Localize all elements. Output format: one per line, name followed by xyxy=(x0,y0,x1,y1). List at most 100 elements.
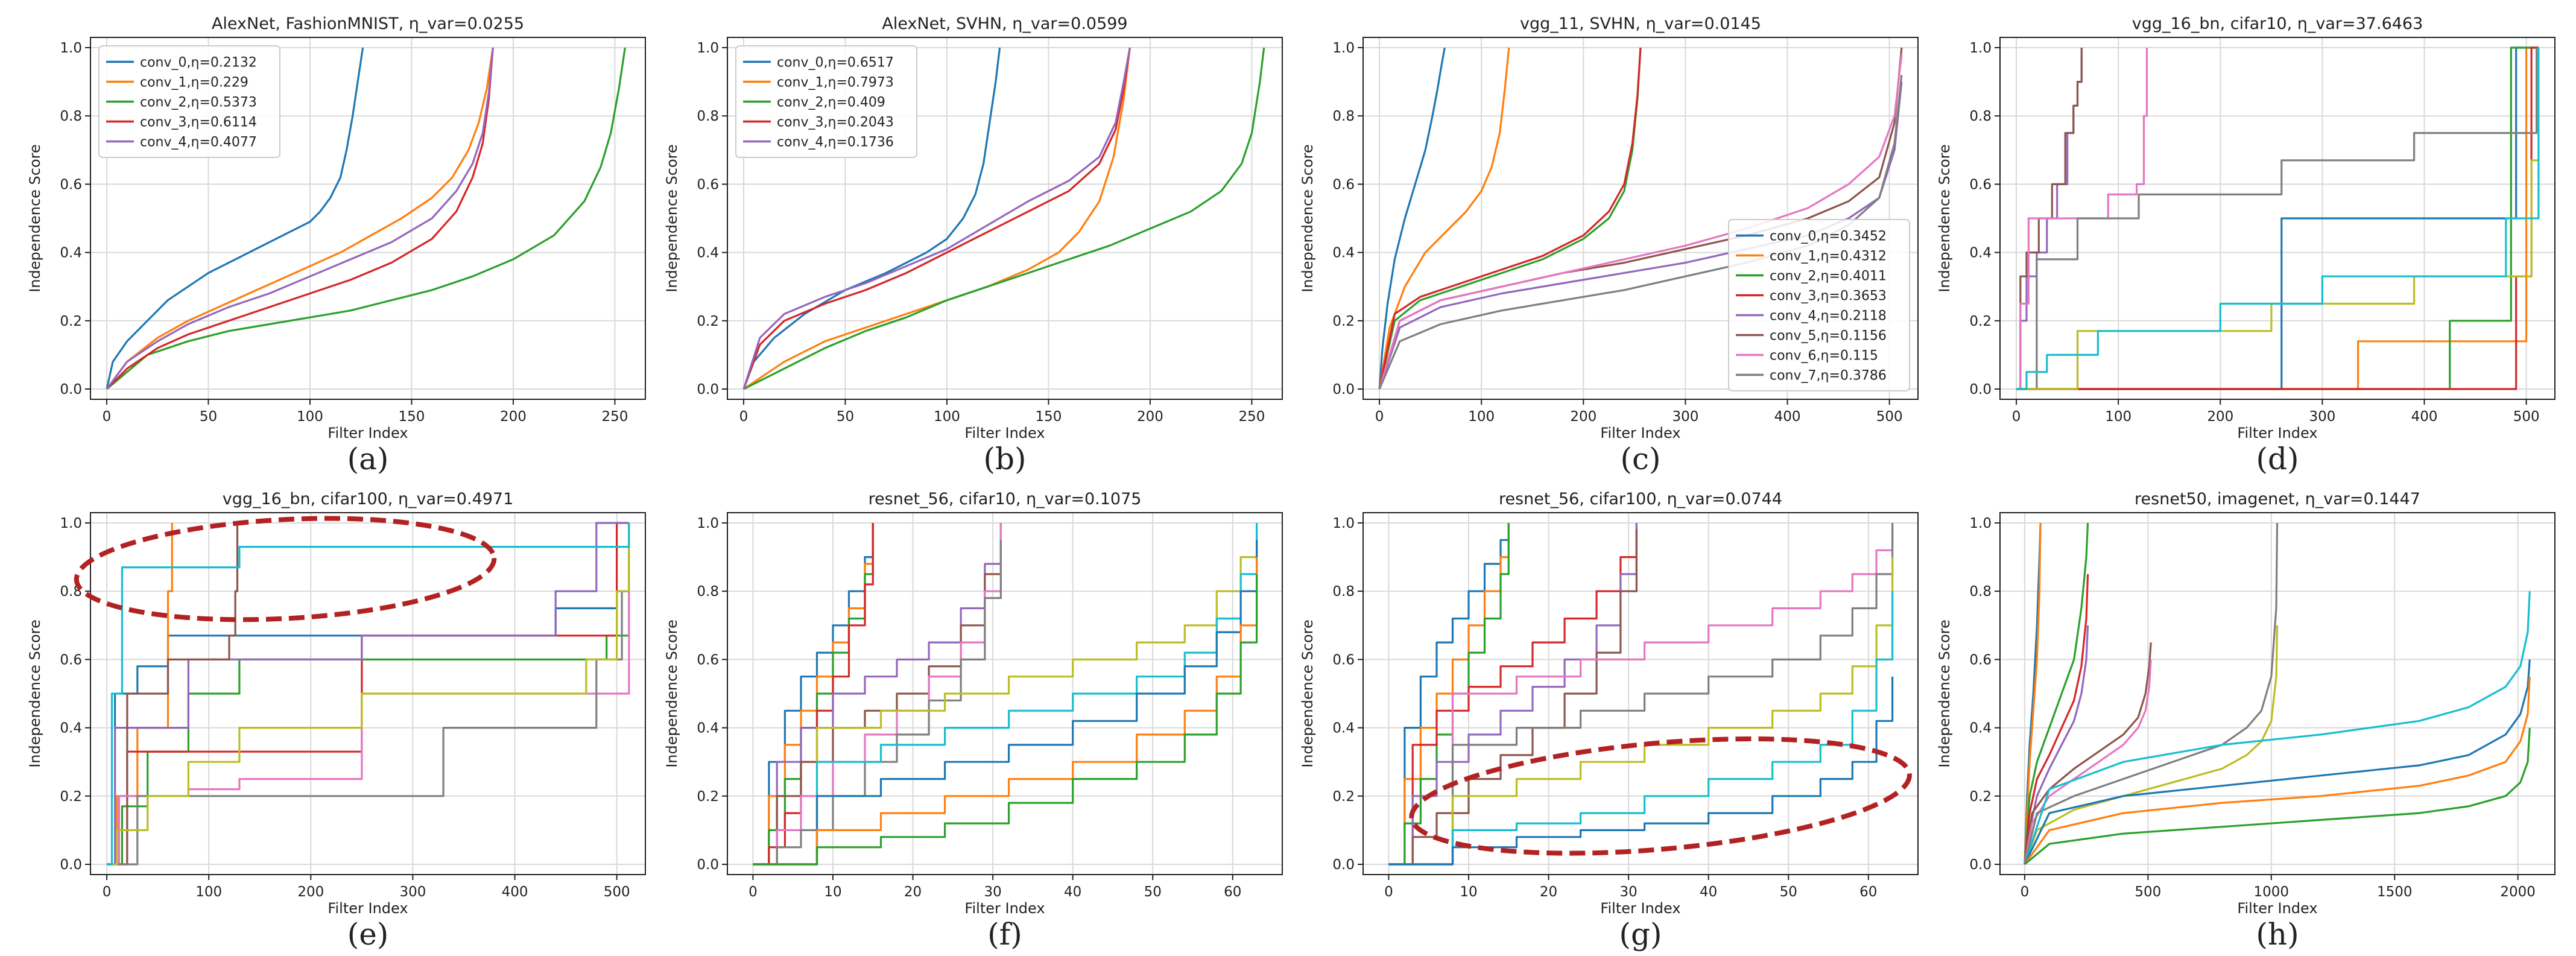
series-line-8 xyxy=(2016,48,2540,390)
x-tick-label: 1500 xyxy=(2377,884,2413,900)
chart-title: vgg_16_bn, cifar10, η_var=37.6463 xyxy=(2132,14,2423,33)
legend-entry: conv_3,η=0.3653 xyxy=(1770,289,1887,304)
chart-panel-c: 0 100 200 300 400 500 0.0 0.2 0.4 0.6 0.8 1.0 vgg_11… xyxy=(1299,14,1919,476)
series-line-0 xyxy=(1378,47,1446,390)
chart-title: resnet_56, cifar100, η_var=0.0744 xyxy=(1499,490,1782,508)
x-tick-label: 300 xyxy=(2309,409,2335,425)
x-tick-label: 400 xyxy=(502,884,528,900)
legend-entry: conv_3,η=0.6114 xyxy=(140,115,257,130)
x-axis-label: Filter Index xyxy=(328,900,408,917)
legend-entry: conv_3,η=0.2043 xyxy=(777,115,894,130)
legend-entry: conv_5,η=0.1156 xyxy=(1770,329,1887,344)
y-tick-label: 0.8 xyxy=(1332,109,1355,124)
y-tick-label: 0.6 xyxy=(1969,652,1992,668)
x-tick-label: 400 xyxy=(2411,409,2438,425)
series-line-7 xyxy=(753,540,1002,866)
axes-frame xyxy=(727,512,1283,875)
y-tick-label: 0.2 xyxy=(1332,314,1355,329)
series-line-9 xyxy=(1388,591,1894,866)
x-tick-label: 100 xyxy=(297,409,323,425)
legend: conv_0,η=0.3452 conv_1,η=0.4312 conv_2,η=0… xyxy=(1728,219,1910,391)
x-tick-label: 100 xyxy=(2105,409,2131,425)
series-line-7 xyxy=(1378,75,1903,390)
series-line-1 xyxy=(2024,522,2042,865)
x-tick-label: 30 xyxy=(1619,884,1637,900)
y-axis-label: Independence Score xyxy=(1936,619,1953,768)
y-tick-label: 1.0 xyxy=(1332,516,1355,531)
legend-entry: conv_2,η=0.4011 xyxy=(1770,269,1887,284)
series-line-1 xyxy=(106,47,494,390)
series-line-1 xyxy=(743,47,1131,390)
axes-frame xyxy=(1362,37,1919,400)
legend-entry: conv_2,η=0.409 xyxy=(777,95,885,110)
x-tick-label: 500 xyxy=(604,884,630,900)
y-tick-label: 0.4 xyxy=(1969,721,1992,736)
y-tick-label: 1.0 xyxy=(60,516,82,531)
x-tick-label: 100 xyxy=(195,884,222,900)
x-axis-label: Filter Index xyxy=(1600,425,1680,442)
y-tick-label: 0.6 xyxy=(1332,652,1355,668)
x-tick-label: 250 xyxy=(601,409,628,425)
panel-caption: (h) xyxy=(2256,917,2299,952)
x-tick-label: 500 xyxy=(2135,884,2161,900)
series-line-9 xyxy=(753,523,1258,866)
axes-frame xyxy=(727,37,1283,400)
y-tick-label: 0.2 xyxy=(1969,314,1992,329)
series-line-0 xyxy=(2016,46,2539,390)
series-line-6 xyxy=(1388,523,1894,866)
y-tick-label: 1.0 xyxy=(1969,40,1992,56)
series-line-4 xyxy=(107,522,629,866)
y-axis-label: Independence Score xyxy=(1299,144,1316,293)
series-line-6 xyxy=(1378,54,1903,390)
series-line-0 xyxy=(742,47,1001,390)
series-line-3 xyxy=(742,47,1131,390)
y-tick-label: 0.4 xyxy=(60,721,82,736)
y-tick-label: 0.2 xyxy=(697,314,719,329)
highlight-ellipse xyxy=(1409,736,1912,856)
y-tick-label: 0.0 xyxy=(60,382,82,397)
y-tick-label: 1.0 xyxy=(1332,40,1355,56)
series-line-0 xyxy=(1388,523,1510,866)
series-line-5 xyxy=(1388,530,1638,866)
y-tick-label: 0.8 xyxy=(1969,584,1992,600)
legend-entry: conv_0,η=0.6517 xyxy=(777,55,894,71)
axes-frame xyxy=(90,512,646,875)
x-tick-label: 250 xyxy=(1238,409,1265,425)
series-line-11 xyxy=(2024,676,2531,865)
series-line-3 xyxy=(2024,574,2089,865)
x-tick-label: 0 xyxy=(103,884,112,900)
y-tick-label: 1.0 xyxy=(60,40,82,56)
series-line-9 xyxy=(2016,48,2540,390)
x-axis-label: Filter Index xyxy=(1600,900,1680,917)
y-axis-label: Independence Score xyxy=(663,144,680,293)
x-tick-label: 200 xyxy=(1570,409,1597,425)
legend-entry: conv_4,η=0.4077 xyxy=(140,135,257,150)
y-tick-label: 0.4 xyxy=(60,245,82,261)
x-tick-label: 0 xyxy=(739,409,748,425)
x-tick-label: 500 xyxy=(1876,409,1903,425)
x-tick-label: 200 xyxy=(500,409,527,425)
series-line-10 xyxy=(1388,676,1894,866)
chart-panel-g: 0 10 20 30 40 50 60 0.0 0.2 0.4 0.6 0.8 1.0 resnet_56… xyxy=(1299,490,1919,952)
series-line-11 xyxy=(753,557,1258,866)
y-tick-label: 1.0 xyxy=(1969,516,1992,531)
series-line-2 xyxy=(743,47,1265,390)
series-line-2 xyxy=(2024,522,2089,865)
chart-title: AlexNet, SVHN, η_var=0.0599 xyxy=(882,14,1127,33)
x-tick-label: 0 xyxy=(1375,409,1384,425)
series-line-10 xyxy=(2024,659,2531,865)
x-tick-label: 60 xyxy=(1224,884,1241,900)
series-line-1 xyxy=(2016,46,2539,390)
chart-panel-e: 0 100 200 300 400 5000.00.20.40.60.81.0vgg_16… xyxy=(27,490,646,952)
series-line-2 xyxy=(2016,46,2539,390)
y-tick-label: 0.8 xyxy=(60,109,82,124)
legend-box xyxy=(735,45,917,158)
y-axis-label: Independence Score xyxy=(27,144,43,293)
y-tick-label: 0.6 xyxy=(697,177,719,192)
axes-frame xyxy=(1999,512,2555,875)
y-tick-label: 0.2 xyxy=(1332,789,1355,805)
x-tick-label: 40 xyxy=(1064,884,1081,900)
x-tick-label: 300 xyxy=(399,884,426,900)
series-line-4 xyxy=(742,47,1131,390)
x-tick-label: 50 xyxy=(837,409,854,425)
